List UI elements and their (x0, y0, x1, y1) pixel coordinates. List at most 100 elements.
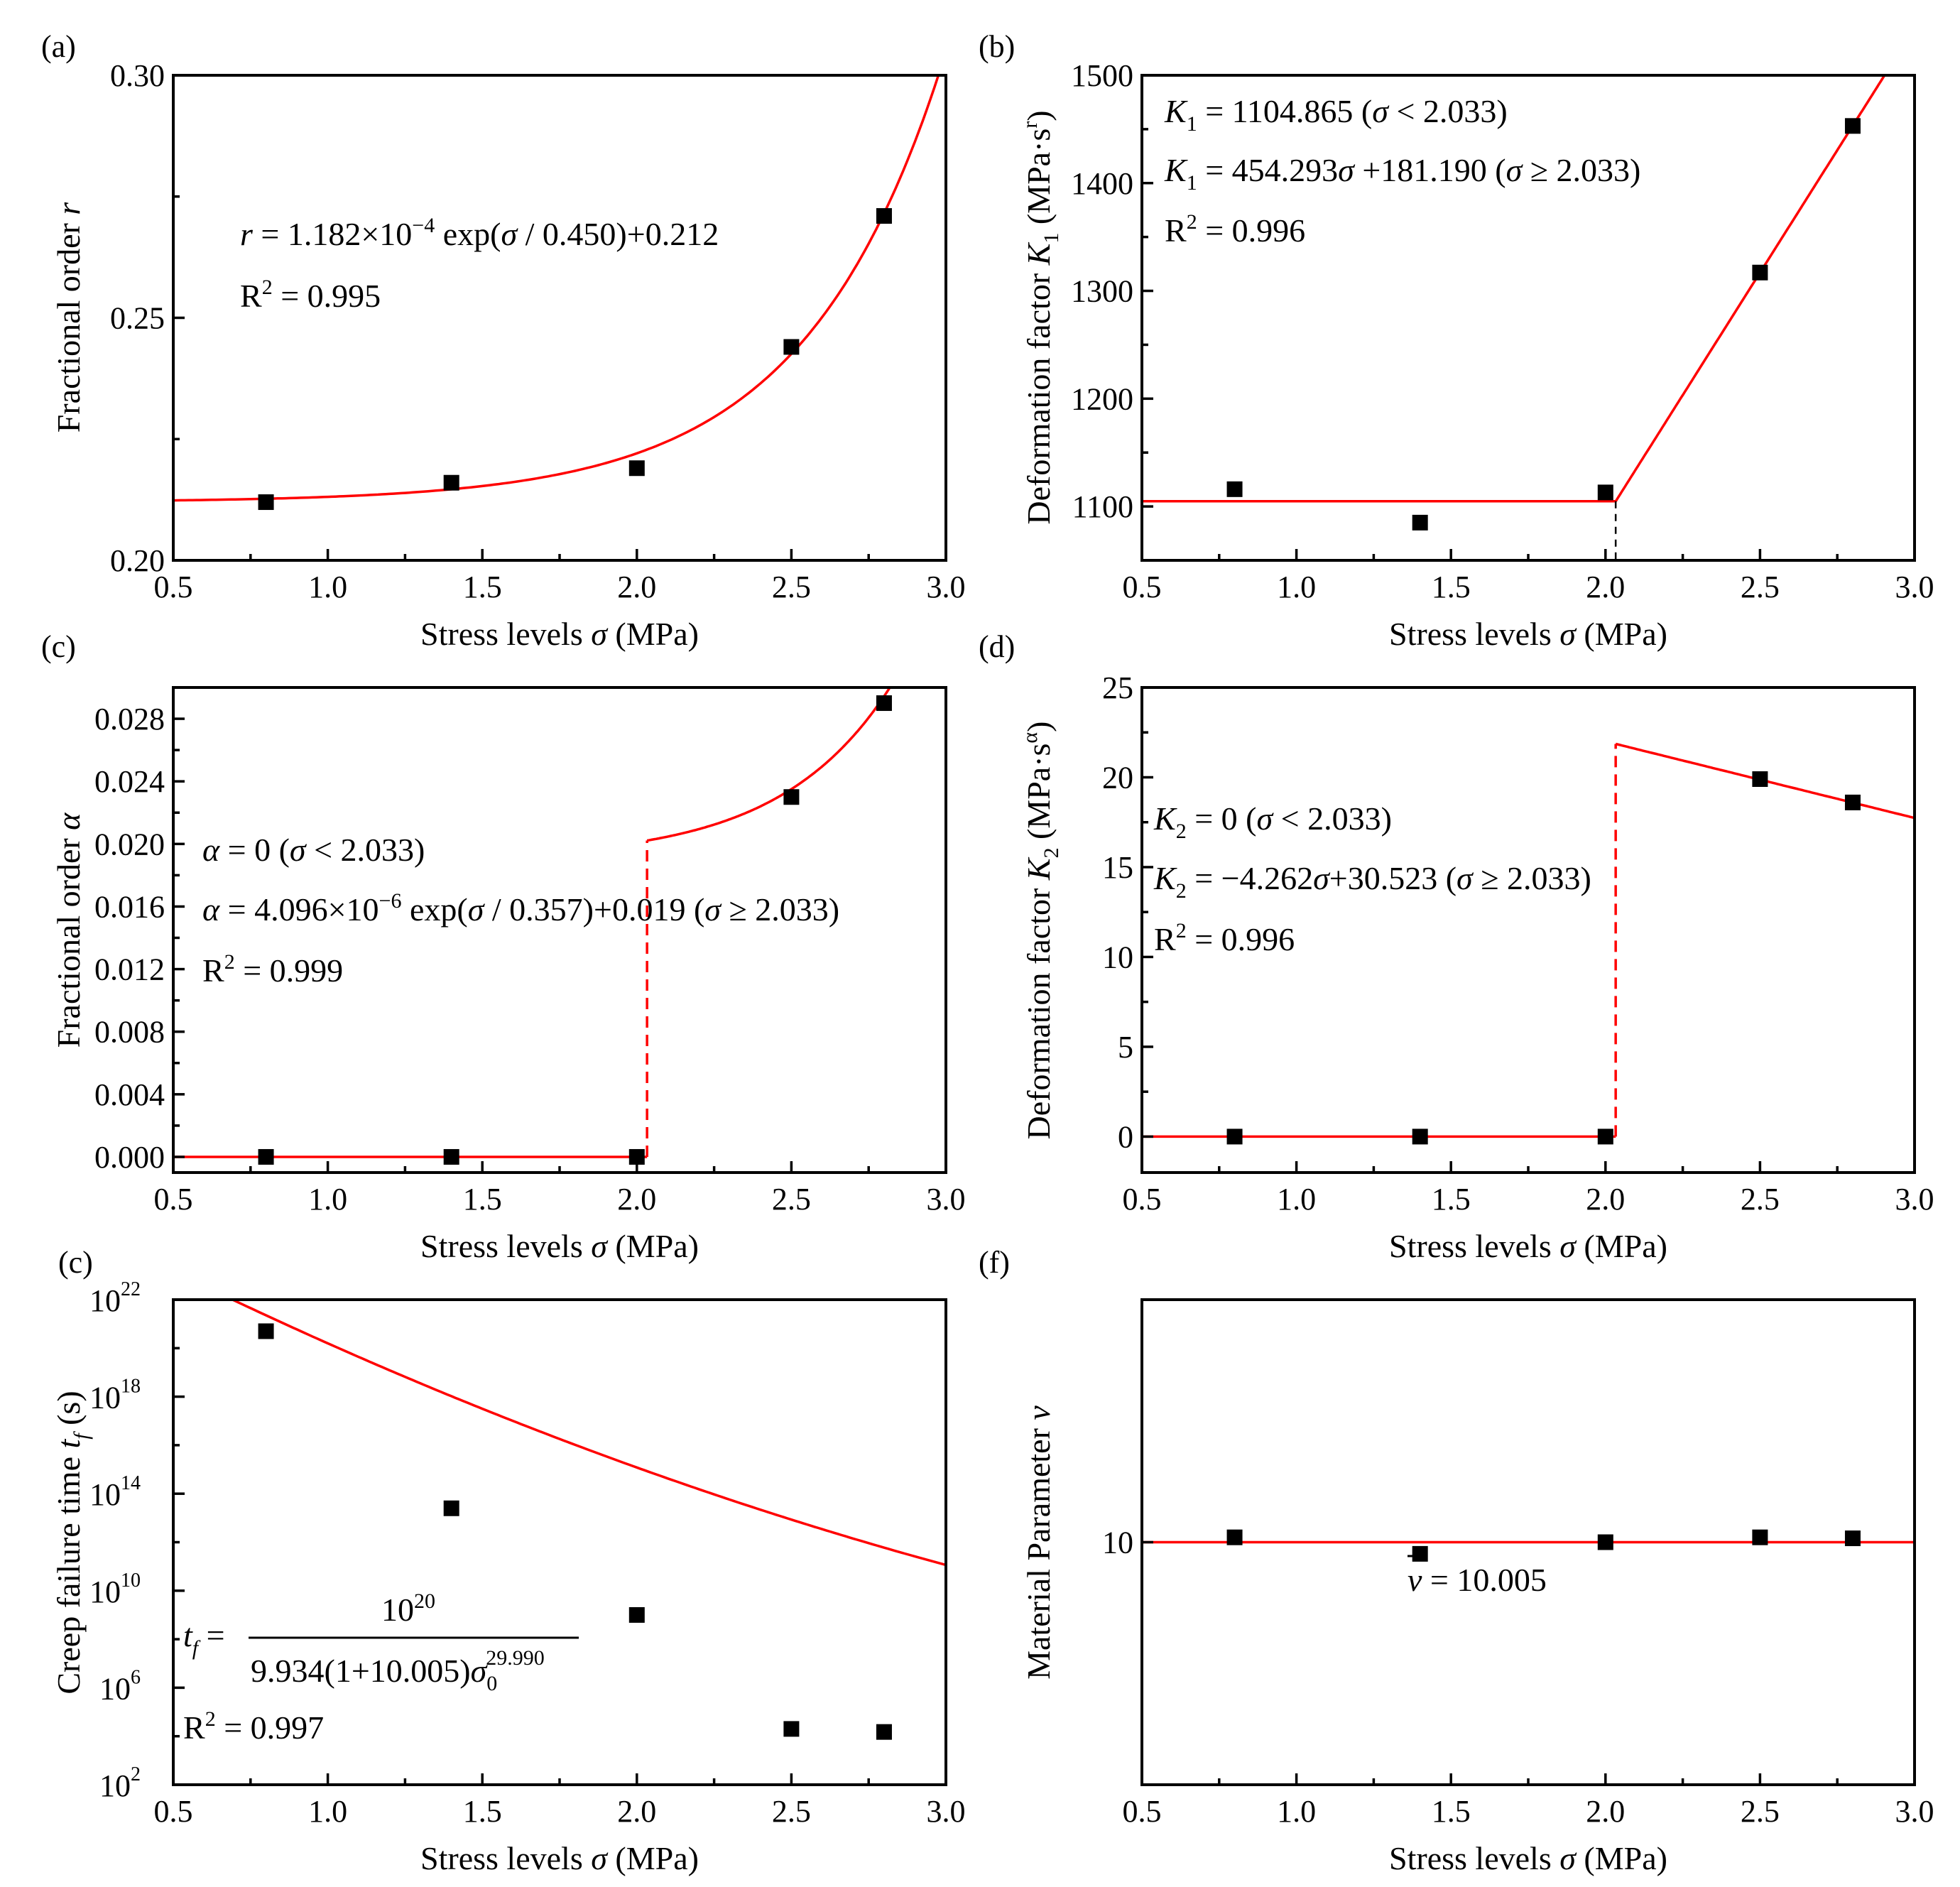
data-point (258, 494, 274, 511)
x-tick-label: 3.0 (1895, 570, 1934, 604)
panel-label-e: (c) (58, 1245, 93, 1280)
x-tick-label: 2.0 (617, 1182, 656, 1217)
x-tick-label: 1.0 (308, 1794, 347, 1829)
data-point (443, 474, 459, 491)
panel-c: (c) 0.5 1.0 1.5 2.0 2.5 3.0 0.000 0.004 0.008 0.0… (41, 629, 966, 1264)
x-tick-label: 1.0 (1277, 1182, 1316, 1217)
y-tick-label: 0.020 (94, 827, 165, 861)
y-tick-label: 102 (99, 1763, 141, 1803)
panel-label-c: (c) (41, 629, 76, 664)
data-point (258, 1323, 274, 1339)
x-axis-label-d: Stress levels σ (MPa) (1389, 1228, 1667, 1264)
plot-frame-d (1140, 686, 1916, 1174)
x-tick-label: 3.0 (927, 1794, 966, 1829)
x-tick-label: 0.5 (1123, 1182, 1162, 1217)
x-tick-label: 2.5 (772, 1794, 811, 1829)
data-point (1752, 1529, 1768, 1545)
data-point (1752, 771, 1768, 788)
x-tick-label: 1.0 (308, 1182, 347, 1217)
x-tick-label: 2.5 (772, 1182, 811, 1217)
y-tick-label: 1010 (89, 1570, 141, 1609)
x-tick-label: 2.5 (1741, 1794, 1780, 1829)
x-tick-label: 1.0 (1277, 1794, 1316, 1829)
y-tick-label: 0.008 (94, 1015, 165, 1050)
data-point (1412, 514, 1428, 531)
annotation-b-r2: R2 = 0.996 (1165, 210, 1305, 249)
x-tick-label: 1.5 (1432, 570, 1471, 604)
y-tick-label: 0.30 (110, 58, 165, 93)
y-tick-label: 25 (1102, 670, 1133, 705)
x-axis-label-a: Stress levels σ (MPa) (420, 616, 699, 652)
panel-f: (f) 0.5 1.0 1.5 2.0 2.5 3.0 10 v = 10.005 Stre… (979, 1245, 1934, 1876)
data-point (1597, 484, 1613, 501)
x-tick-label: 2.5 (772, 570, 811, 604)
data-point (1226, 1529, 1243, 1545)
y-tick-label: 0.028 (94, 702, 165, 736)
data-point (783, 1721, 800, 1737)
panel-b: (b) 0.5 1.0 1.5 2.0 2.5 3.0 1100 1200 1300 1400 15… (979, 29, 1934, 652)
svg-text:1020: 1020 (381, 1589, 435, 1628)
plot-frame-b (1140, 74, 1916, 562)
y-tick-label: 1018 (89, 1376, 141, 1415)
data-point (876, 208, 892, 224)
panel-label-d: (d) (979, 629, 1015, 664)
fit-line-b-linear (1614, 75, 1886, 502)
data-point (1597, 1534, 1613, 1550)
y-tick-label: 0 (1118, 1119, 1133, 1154)
plot-frame-e (172, 1298, 947, 1786)
y-tick-label: 1100 (1072, 489, 1133, 524)
y-tick-label: 0.25 (110, 301, 165, 336)
annotation-e-r2: R2 = 0.997 (183, 1707, 324, 1746)
x-tick-label: 0.5 (1123, 1794, 1162, 1829)
data-point (443, 1148, 459, 1165)
y-tick-label: 15 (1102, 850, 1133, 885)
panel-label-f: (f) (979, 1245, 1010, 1280)
y-axis-label-f: Material Parameter v (1020, 1405, 1057, 1680)
data-point (628, 1606, 645, 1623)
y-axis-label-d: Deformation factor K2 (MPa·sα) (1018, 722, 1063, 1140)
x-tick-label: 1.5 (1432, 1182, 1471, 1217)
x-tick-label: 1.5 (463, 1182, 502, 1217)
y-axis-label-a: Fractional order r (50, 202, 87, 433)
x-tick-label: 2.5 (1741, 570, 1780, 604)
data-point (1597, 1129, 1613, 1145)
x-tick-label: 2.5 (1741, 1182, 1780, 1217)
svg-text:v = 10.005: v = 10.005 (1408, 1562, 1547, 1598)
y-tick-label: 0.004 (94, 1077, 165, 1112)
x-tick-label: 0.5 (154, 1182, 193, 1217)
x-tick-label: 1.0 (1277, 570, 1316, 604)
panel-e: (c) 0.5 1.0 1.5 2.0 2.5 3.0 102 106 1010 1014 1018… (50, 1245, 966, 1876)
y-tick-label: 0.000 (94, 1140, 165, 1175)
x-tick-label: 1.5 (463, 570, 502, 604)
annotation-d-r2: R2 = 0.996 (1154, 919, 1295, 957)
x-axis-label-c: Stress levels σ (MPa) (420, 1228, 699, 1264)
y-axis-label-c: Fractional order α (50, 812, 87, 1048)
data-point (783, 789, 800, 805)
y-tick-label: 20 (1102, 760, 1133, 795)
x-tick-label: 2.0 (1586, 1182, 1625, 1217)
annotation-c-eq2: α = 4.096×10−6 exp(σ / 0.357)+0.019 (σ ≥… (202, 889, 839, 928)
y-axis-label-b: Deformation factor K1 (MPa·sr) (1018, 110, 1063, 524)
data-point (628, 460, 645, 477)
y-axis-label-e: Creep failure time tf (s) (50, 1391, 93, 1694)
data-point (628, 1148, 645, 1165)
x-axis-label-f: Stress levels σ (MPa) (1389, 1840, 1667, 1876)
y-tick-label: 5 (1118, 1030, 1133, 1065)
data-point (1752, 264, 1768, 281)
plot-frame-c (172, 686, 947, 1174)
x-tick-label: 0.5 (154, 1794, 193, 1829)
y-tick-label: 0.024 (94, 764, 165, 799)
y-tick-label: 10 (1102, 1526, 1133, 1560)
panel-a: (a) 0.5 1.0 1.5 2.0 2.5 3.0 0.20 0.25 0.30 r = 1… (41, 29, 966, 652)
y-tick-label: 0.016 (94, 889, 165, 924)
data-point (876, 695, 892, 712)
data-point (1226, 481, 1243, 497)
svg-text:9.934(1+10.005)σ029.990: 9.934(1+10.005)σ029.990 (251, 1646, 545, 1695)
annotation-a-equation: r = 1.182×10−4 exp(σ / 0.450)+0.212 (240, 214, 719, 252)
x-tick-label: 1.0 (308, 570, 347, 604)
annotation-f-mean: v = 10.005 (1408, 1555, 1547, 1598)
annotation-c-eq1: α = 0 (σ < 2.033) (202, 832, 425, 868)
data-point (1412, 1129, 1428, 1145)
data-point (1844, 118, 1861, 134)
